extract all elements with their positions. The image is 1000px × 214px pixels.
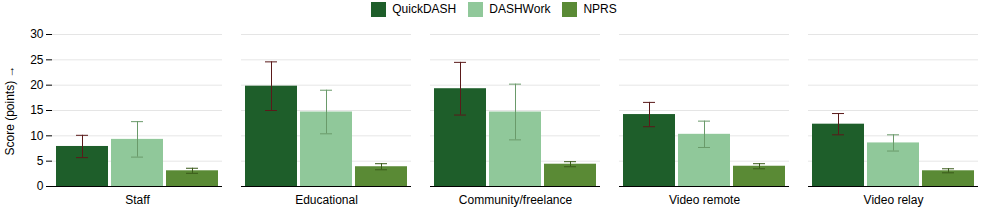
svg-text:30: 30 xyxy=(30,27,44,41)
svg-text:15: 15 xyxy=(30,103,44,117)
svg-text:Video remote: Video remote xyxy=(669,193,740,207)
svg-text:Score (points) →: Score (points) → xyxy=(3,65,17,155)
svg-text:20: 20 xyxy=(30,78,44,92)
html-text:QuickDASH: QuickDASH xyxy=(392,2,457,16)
svg-text:Educational: Educational xyxy=(295,193,358,207)
html-text:NPRS: NPRS xyxy=(583,2,617,16)
svg-text:25: 25 xyxy=(30,53,44,67)
html-text:DASHWork: DASHWork xyxy=(489,2,551,16)
svg-text:10: 10 xyxy=(30,129,44,143)
svg-text:Video relay: Video relay xyxy=(864,193,924,207)
svg-text:5: 5 xyxy=(37,154,44,168)
svg-text:Staff: Staff xyxy=(125,193,150,207)
svg-text:Community/freelance: Community/freelance xyxy=(459,193,573,207)
svg-text:0: 0 xyxy=(37,179,44,193)
